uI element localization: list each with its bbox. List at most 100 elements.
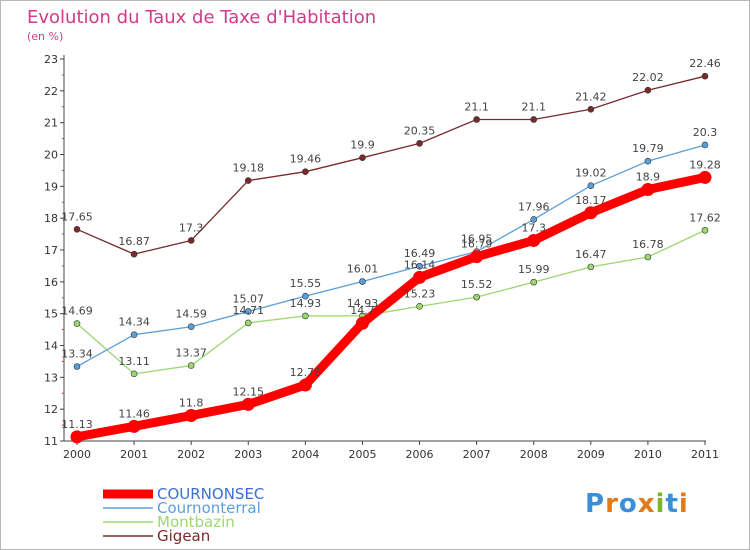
y-tick-label: 23 bbox=[44, 53, 58, 66]
data-label-cournonterral: 14.59 bbox=[175, 308, 207, 321]
legend-label-cournonsec: COURNONSEC bbox=[157, 485, 264, 503]
data-point-gigean bbox=[187, 237, 195, 244]
data-point-cournonsec bbox=[355, 316, 369, 330]
data-label-cournonsec: 19.28 bbox=[689, 158, 721, 171]
y-tick-label: 13 bbox=[44, 371, 58, 384]
data-label-gigean: 22.02 bbox=[632, 71, 664, 84]
data-label-gigean: 17.65 bbox=[61, 210, 93, 223]
x-tick-label: 2001 bbox=[120, 448, 148, 461]
data-label-montbazin: 13.37 bbox=[175, 347, 207, 360]
data-label-cournonsec: 12.76 bbox=[290, 366, 322, 379]
data-label-montbazin: 16.78 bbox=[632, 238, 664, 251]
data-label-montbazin: 15.23 bbox=[404, 287, 436, 300]
data-label-cournonsec: 11.13 bbox=[61, 418, 93, 431]
data-point-montbazin bbox=[416, 303, 423, 310]
chart-unit-label: (en %) bbox=[27, 30, 64, 43]
data-label-gigean: 17.3 bbox=[179, 221, 204, 234]
y-tick-label: 11 bbox=[44, 435, 58, 448]
data-point-cournonsec bbox=[698, 170, 712, 184]
logo-letter: P bbox=[585, 489, 606, 519]
data-label-cournonterral: 16.01 bbox=[347, 263, 379, 276]
data-point-cournonsec bbox=[584, 206, 598, 220]
data-label-montbazin: 13.11 bbox=[118, 355, 150, 368]
data-point-gigean bbox=[416, 140, 423, 147]
data-point-cournonterral bbox=[187, 323, 195, 331]
series-line-montbazin bbox=[76, 229, 706, 375]
data-point-montbazin bbox=[302, 312, 309, 320]
logo-letter: x bbox=[637, 489, 656, 519]
y-tick-label: 16 bbox=[44, 276, 58, 289]
data-point-cournonterral bbox=[530, 216, 538, 223]
data-label-gigean: 20.35 bbox=[404, 124, 436, 137]
series-line-cournonsec bbox=[72, 172, 710, 442]
data-point-cournonsec bbox=[127, 419, 141, 433]
chart-title: Evolution du Taux de Taxe d'Habitation bbox=[27, 7, 377, 28]
data-label-gigean: 22.46 bbox=[689, 57, 721, 70]
data-label-cournonterral: 13.34 bbox=[61, 348, 93, 361]
data-label-cournonterral: 14.34 bbox=[118, 316, 150, 329]
data-label-cournonsec: 17.3 bbox=[521, 221, 546, 234]
data-label-gigean: 19.9 bbox=[350, 139, 375, 152]
data-label-cournonterral: 17.96 bbox=[518, 200, 550, 213]
data-point-gigean bbox=[359, 154, 366, 161]
data-label-cournonsec: 18.17 bbox=[575, 194, 607, 207]
logo-letter: i bbox=[655, 489, 666, 519]
data-point-gigean bbox=[73, 226, 81, 233]
x-tick-label: 2005 bbox=[348, 448, 376, 461]
data-point-gigean bbox=[302, 168, 309, 175]
data-label-gigean: 16.87 bbox=[118, 235, 150, 248]
x-tick-label: 2004 bbox=[291, 448, 319, 461]
data-point-montbazin bbox=[644, 253, 652, 261]
data-label-montbazin: 14.93 bbox=[347, 297, 379, 310]
series-gigean bbox=[73, 72, 709, 258]
data-point-cournonterral bbox=[130, 331, 138, 338]
data-point-cournonsec bbox=[241, 397, 255, 411]
logo-letter: o bbox=[618, 489, 638, 519]
data-point-cournonsec bbox=[70, 430, 84, 444]
data-point-montbazin bbox=[73, 320, 81, 327]
data-point-cournonterral bbox=[302, 292, 309, 300]
y-tick-label: 12 bbox=[44, 403, 58, 416]
data-point-cournonterral bbox=[359, 278, 366, 285]
data-label-cournonterral: 20.3 bbox=[693, 126, 718, 139]
data-point-cournonterral bbox=[644, 157, 652, 165]
series-cournonterral bbox=[73, 141, 709, 370]
y-tick-label: 22 bbox=[44, 85, 58, 98]
x-tick-label: 2002 bbox=[177, 448, 205, 461]
x-tick-label: 2009 bbox=[577, 448, 605, 461]
data-point-montbazin bbox=[701, 226, 709, 234]
data-label-cournonterral: 15.07 bbox=[233, 292, 265, 305]
series-cournonsec bbox=[70, 170, 712, 444]
data-label-cournonsec: 16.14 bbox=[404, 258, 436, 271]
y-tick-label: 18 bbox=[44, 212, 58, 225]
data-label-gigean: 21.1 bbox=[521, 100, 546, 113]
x-tick-label: 2006 bbox=[406, 448, 434, 461]
data-point-montbazin bbox=[187, 362, 195, 369]
data-label-cournonterral: 16.49 bbox=[404, 247, 436, 260]
data-label-montbazin: 16.47 bbox=[575, 248, 607, 261]
x-tick-label: 2007 bbox=[463, 448, 491, 461]
data-label-gigean: 19.46 bbox=[290, 153, 322, 166]
data-label-cournonsec: 12.15 bbox=[233, 385, 265, 398]
y-tick-label: 14 bbox=[44, 340, 58, 353]
data-point-montbazin bbox=[244, 319, 252, 327]
series-line-cournonterral bbox=[76, 144, 706, 368]
legend-label-cournonterral: Cournonterral bbox=[157, 499, 261, 517]
x-tick-label: 2008 bbox=[520, 448, 548, 461]
data-label-montbazin: 15.99 bbox=[518, 263, 550, 276]
data-point-cournonterral bbox=[244, 308, 252, 315]
data-label-gigean: 21.42 bbox=[575, 90, 607, 103]
data-label-cournonterral: 19.79 bbox=[632, 142, 664, 155]
y-tick-label: 15 bbox=[44, 308, 58, 321]
x-tick-label: 2011 bbox=[691, 448, 719, 461]
data-label-cournonterral: 15.55 bbox=[290, 277, 322, 290]
y-tick-label: 20 bbox=[44, 149, 58, 162]
data-labels-layer: 17.65 16.87 17.3 19.18 19.46 19.9 20.35 21.1 21.… bbox=[61, 57, 721, 431]
y-tick-label: 17 bbox=[44, 244, 58, 257]
x-tick-label: 2003 bbox=[234, 448, 262, 461]
data-point-cournonterral bbox=[416, 262, 423, 270]
series-layer bbox=[70, 72, 712, 444]
